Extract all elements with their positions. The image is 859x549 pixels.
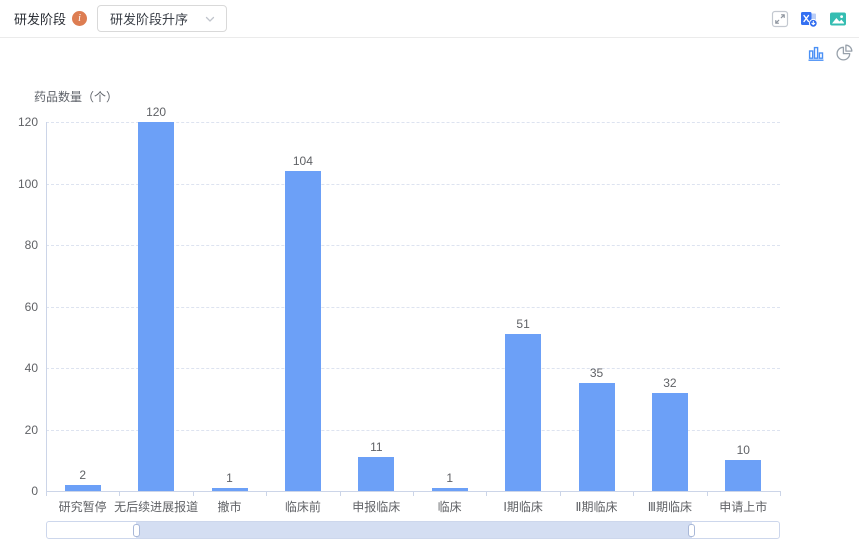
chart-bar[interactable] bbox=[211, 487, 248, 491]
x-axis-label: 临床前 bbox=[284, 500, 321, 514]
panel-header: 研发阶段 i 研发阶段升序 bbox=[0, 0, 859, 38]
y-axis-tick-label: 0 bbox=[31, 484, 38, 498]
x-axis-label: Ⅱ期临床 bbox=[575, 500, 618, 514]
x-axis-label: 撤市 bbox=[217, 500, 242, 514]
x-axis-tick bbox=[119, 491, 121, 496]
excel-export-icon[interactable] bbox=[800, 10, 818, 28]
y-axis-line bbox=[46, 122, 47, 491]
bar-value-label: 1 bbox=[226, 470, 233, 485]
fullscreen-icon[interactable] bbox=[771, 10, 789, 28]
y-axis-tick-label: 40 bbox=[24, 361, 38, 375]
x-axis-label: 无后续进展报道 bbox=[114, 500, 199, 514]
x-axis-tick bbox=[486, 491, 488, 496]
chart-bar[interactable] bbox=[431, 487, 468, 491]
gridline bbox=[46, 368, 780, 369]
image-export-icon[interactable] bbox=[829, 10, 847, 28]
bar-value-label: 35 bbox=[589, 366, 604, 381]
x-axis-tick bbox=[192, 491, 194, 496]
chart-bar[interactable] bbox=[64, 484, 101, 491]
x-axis-label: Ⅰ期临床 bbox=[503, 500, 543, 514]
chevron-down-icon bbox=[204, 13, 216, 25]
y-axis-tick-label: 20 bbox=[24, 422, 38, 437]
x-axis-label: 申报临床 bbox=[352, 500, 401, 514]
y-axis-tick-label: 80 bbox=[24, 238, 38, 252]
datazoom-window[interactable] bbox=[135, 522, 692, 538]
datazoom-slider[interactable] bbox=[46, 521, 780, 539]
x-axis-label: 研究暂停 bbox=[58, 500, 107, 514]
chart-bar[interactable] bbox=[138, 122, 175, 491]
bar-value-label: 32 bbox=[663, 375, 677, 390]
chart-bar[interactable] bbox=[651, 392, 688, 491]
bar-value-label: 104 bbox=[292, 154, 313, 169]
chart-bar[interactable] bbox=[358, 457, 395, 491]
x-axis-label: 申请上市 bbox=[719, 500, 768, 514]
pie-chart-icon[interactable] bbox=[835, 44, 853, 62]
datazoom-left-handle[interactable] bbox=[132, 524, 140, 537]
x-axis-tick bbox=[706, 491, 708, 496]
datazoom-right-handle[interactable] bbox=[687, 524, 695, 537]
chart-bar[interactable] bbox=[284, 171, 321, 491]
bar-value-label: 10 bbox=[736, 443, 750, 458]
chart-bar[interactable] bbox=[725, 460, 762, 491]
bar-value-label: 11 bbox=[370, 440, 383, 455]
x-axis-label: 临床 bbox=[437, 500, 462, 514]
x-axis-tick bbox=[780, 491, 781, 496]
gridline bbox=[46, 429, 780, 431]
sort-dropdown[interactable]: 研发阶段升序 bbox=[97, 5, 228, 32]
gridline bbox=[46, 122, 780, 123]
bar-value-label: 51 bbox=[516, 317, 530, 332]
chart-bar[interactable] bbox=[578, 383, 615, 491]
filter-label: 研发阶段 bbox=[14, 12, 67, 27]
chart-bar[interactable] bbox=[505, 334, 542, 491]
x-axis-tick bbox=[339, 491, 341, 496]
header-actions bbox=[771, 10, 847, 28]
chart-type-toolbar bbox=[807, 44, 853, 62]
y-axis-tick-label: 120 bbox=[17, 115, 38, 129]
sort-dropdown-value: 研发阶段升序 bbox=[110, 12, 189, 27]
gridline bbox=[46, 245, 780, 246]
info-icon[interactable]: i bbox=[72, 11, 88, 26]
bar-value-label: 120 bbox=[146, 105, 167, 119]
y-axis-tick-label: 100 bbox=[17, 176, 38, 191]
bar-chart-icon[interactable] bbox=[807, 44, 825, 62]
y-axis-tick-label: 60 bbox=[24, 299, 38, 314]
x-axis-tick bbox=[266, 491, 268, 496]
bar-value-label: 1 bbox=[446, 470, 454, 485]
x-axis-tick bbox=[46, 491, 47, 496]
bar-value-label: 2 bbox=[79, 467, 87, 482]
x-axis-tick bbox=[559, 491, 561, 496]
x-axis-tick bbox=[413, 491, 414, 496]
x-axis-tick bbox=[633, 491, 635, 496]
gridline bbox=[46, 306, 780, 308]
y-axis-title: 药品数量（个） bbox=[34, 90, 119, 104]
gridline bbox=[46, 183, 780, 185]
x-axis-label: Ⅲ期临床 bbox=[647, 500, 693, 514]
